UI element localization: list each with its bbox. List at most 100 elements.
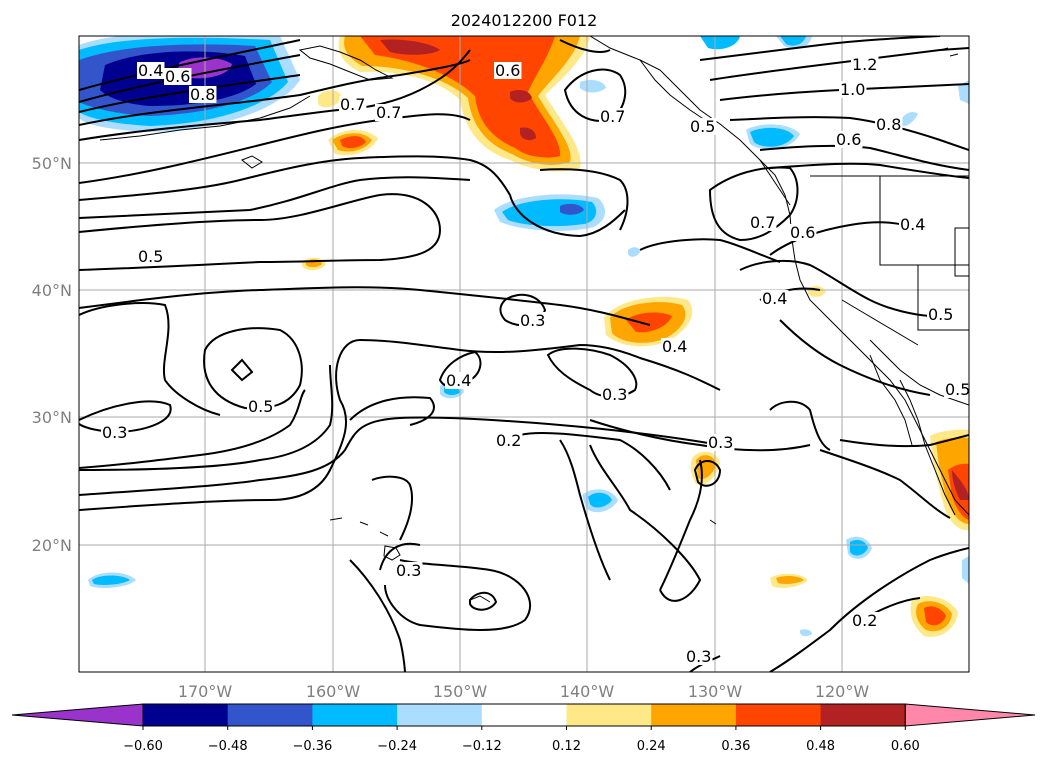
contour-label: 0.5 bbox=[928, 305, 953, 324]
contour-label: 0.7 bbox=[750, 213, 775, 232]
contour-label-background bbox=[137, 248, 165, 265]
lat-label-30n: 30°N bbox=[32, 408, 72, 427]
contour-label-background bbox=[761, 290, 789, 307]
colorbar-segment bbox=[481, 704, 567, 726]
latitude-labels: 50°N 40°N 30°N 20°N bbox=[32, 154, 72, 555]
colorbar-extend-low bbox=[11, 703, 144, 727]
contour-label: 0.6 bbox=[836, 130, 861, 149]
contour-label-background bbox=[601, 386, 629, 403]
contour-label: 0.6 bbox=[495, 61, 520, 80]
contour-label-background bbox=[899, 216, 927, 233]
colorbar-frame bbox=[142, 703, 906, 727]
contour-label-background bbox=[927, 306, 955, 323]
colorbar-segment bbox=[397, 704, 483, 726]
lon-label-160w: 160°W bbox=[306, 682, 361, 701]
lon-label-150w: 150°W bbox=[433, 682, 488, 701]
contour-label-background bbox=[685, 648, 713, 665]
coastlines bbox=[99, 36, 969, 603]
contour-label: 0.7 bbox=[340, 95, 365, 114]
colorbar-segment bbox=[735, 704, 822, 726]
contour-label: 0.4 bbox=[900, 215, 925, 234]
contour-label-background bbox=[851, 612, 879, 629]
contour-label: 0.7 bbox=[376, 103, 401, 122]
contour-label-background bbox=[495, 432, 523, 449]
colorbar-tick-label: 0.36 bbox=[721, 739, 750, 754]
contour-label: 1.0 bbox=[840, 80, 865, 99]
colorbar-segment bbox=[651, 704, 737, 726]
contour-label-background bbox=[395, 562, 423, 579]
contour-label: 0.2 bbox=[852, 611, 877, 630]
contour-label-background bbox=[835, 131, 863, 148]
colorbar-tick-label: 0.12 bbox=[552, 739, 581, 754]
contour-label-background bbox=[375, 104, 403, 121]
map-frame bbox=[78, 35, 970, 673]
contour-label-background bbox=[137, 62, 165, 79]
contour-label-background bbox=[689, 118, 717, 135]
contour-label: 1.2 bbox=[852, 55, 877, 74]
contour-label: 0.8 bbox=[876, 115, 901, 134]
contour-label-background bbox=[789, 224, 817, 241]
contour-label: 0.2 bbox=[496, 431, 521, 450]
colorbar: −0.60 −0.48 −0.36 −0.24 −0.12 0.12 0.24 0.36 0.4… bbox=[11, 703, 1036, 754]
lat-label-20n: 20°N bbox=[32, 536, 72, 555]
contour-label-background bbox=[839, 81, 867, 98]
contour-label-background bbox=[247, 398, 275, 415]
contour-label: 0.5 bbox=[248, 397, 273, 416]
lon-label-140w: 140°W bbox=[560, 682, 615, 701]
colorbar-tick-label: −0.12 bbox=[462, 739, 502, 754]
contour-label-background bbox=[101, 424, 129, 441]
contour-label: 0.4 bbox=[662, 337, 687, 356]
contour-labels: 0.4 0.6 0.8 0.7 0.6 0.7 0.7 0.5 1.2 1.0 … bbox=[101, 55, 970, 666]
contour-label-background bbox=[339, 96, 367, 113]
colorbar-tick-label: −0.24 bbox=[377, 739, 417, 754]
colorbar-segment bbox=[312, 704, 398, 726]
contour-label-background bbox=[445, 372, 473, 389]
lon-label-170w: 170°W bbox=[178, 682, 233, 701]
contour-label-background bbox=[519, 312, 547, 329]
colorbar-tick-label: 0.48 bbox=[806, 739, 835, 754]
lon-label-120w: 120°W bbox=[815, 682, 870, 701]
colorbar-tick-label: −0.60 bbox=[123, 739, 163, 754]
contour-label: 0.3 bbox=[708, 433, 733, 452]
contour-label-background bbox=[749, 214, 777, 231]
colorbar-segment bbox=[820, 704, 906, 726]
lat-label-50n: 50°N bbox=[32, 154, 72, 173]
contour-label: 0.3 bbox=[602, 385, 627, 404]
map-title: 2024012200 F012 bbox=[451, 11, 598, 30]
contour-label: 0.3 bbox=[102, 423, 127, 442]
contour-label: 0.6 bbox=[165, 67, 190, 86]
contour-label-background bbox=[851, 56, 879, 73]
contour-label-background bbox=[707, 434, 735, 451]
colorbar-extend-high bbox=[904, 703, 1036, 727]
map-area: 0.4 0.6 0.8 0.7 0.6 0.7 0.7 0.5 1.2 1.0 … bbox=[79, 36, 970, 672]
contour-label: 0.3 bbox=[396, 561, 421, 580]
contour-label-background bbox=[599, 108, 627, 125]
lat-label-40n: 40°N bbox=[32, 281, 72, 300]
contour-label-background bbox=[189, 86, 217, 103]
colorbar-tick-label: −0.48 bbox=[208, 739, 248, 754]
colorbar-tick-label: 0.24 bbox=[637, 739, 666, 754]
contour-label-background bbox=[944, 381, 969, 398]
contour-label: 0.3 bbox=[520, 311, 545, 330]
contour-label: 0.4 bbox=[762, 289, 787, 308]
colorbar-tick-label: 0.60 bbox=[891, 739, 920, 754]
longitude-labels: 170°W 160°W 150°W 140°W 130°W 120°W bbox=[178, 682, 870, 701]
contour-label-background bbox=[494, 62, 522, 79]
lon-label-130w: 130°W bbox=[688, 682, 743, 701]
contour-label: 0.5 bbox=[945, 380, 970, 399]
colorbar-segment bbox=[143, 704, 229, 726]
contour-label: 0.8 bbox=[190, 85, 215, 104]
colorbar-segment bbox=[227, 704, 313, 726]
contour-label: 0.7 bbox=[600, 107, 625, 126]
contour-label-background bbox=[661, 338, 689, 355]
colorbar-segment bbox=[566, 704, 652, 726]
contour-label-background bbox=[875, 116, 903, 133]
contour-label: 0.4 bbox=[446, 371, 471, 390]
contour-label: 0.5 bbox=[138, 247, 163, 266]
contour-label: 0.3 bbox=[686, 647, 711, 666]
contour-label: 0.6 bbox=[790, 223, 815, 242]
colorbar-tick-label: −0.36 bbox=[292, 739, 332, 754]
contour-label: 0.4 bbox=[138, 61, 163, 80]
contour-label-background bbox=[164, 68, 192, 85]
